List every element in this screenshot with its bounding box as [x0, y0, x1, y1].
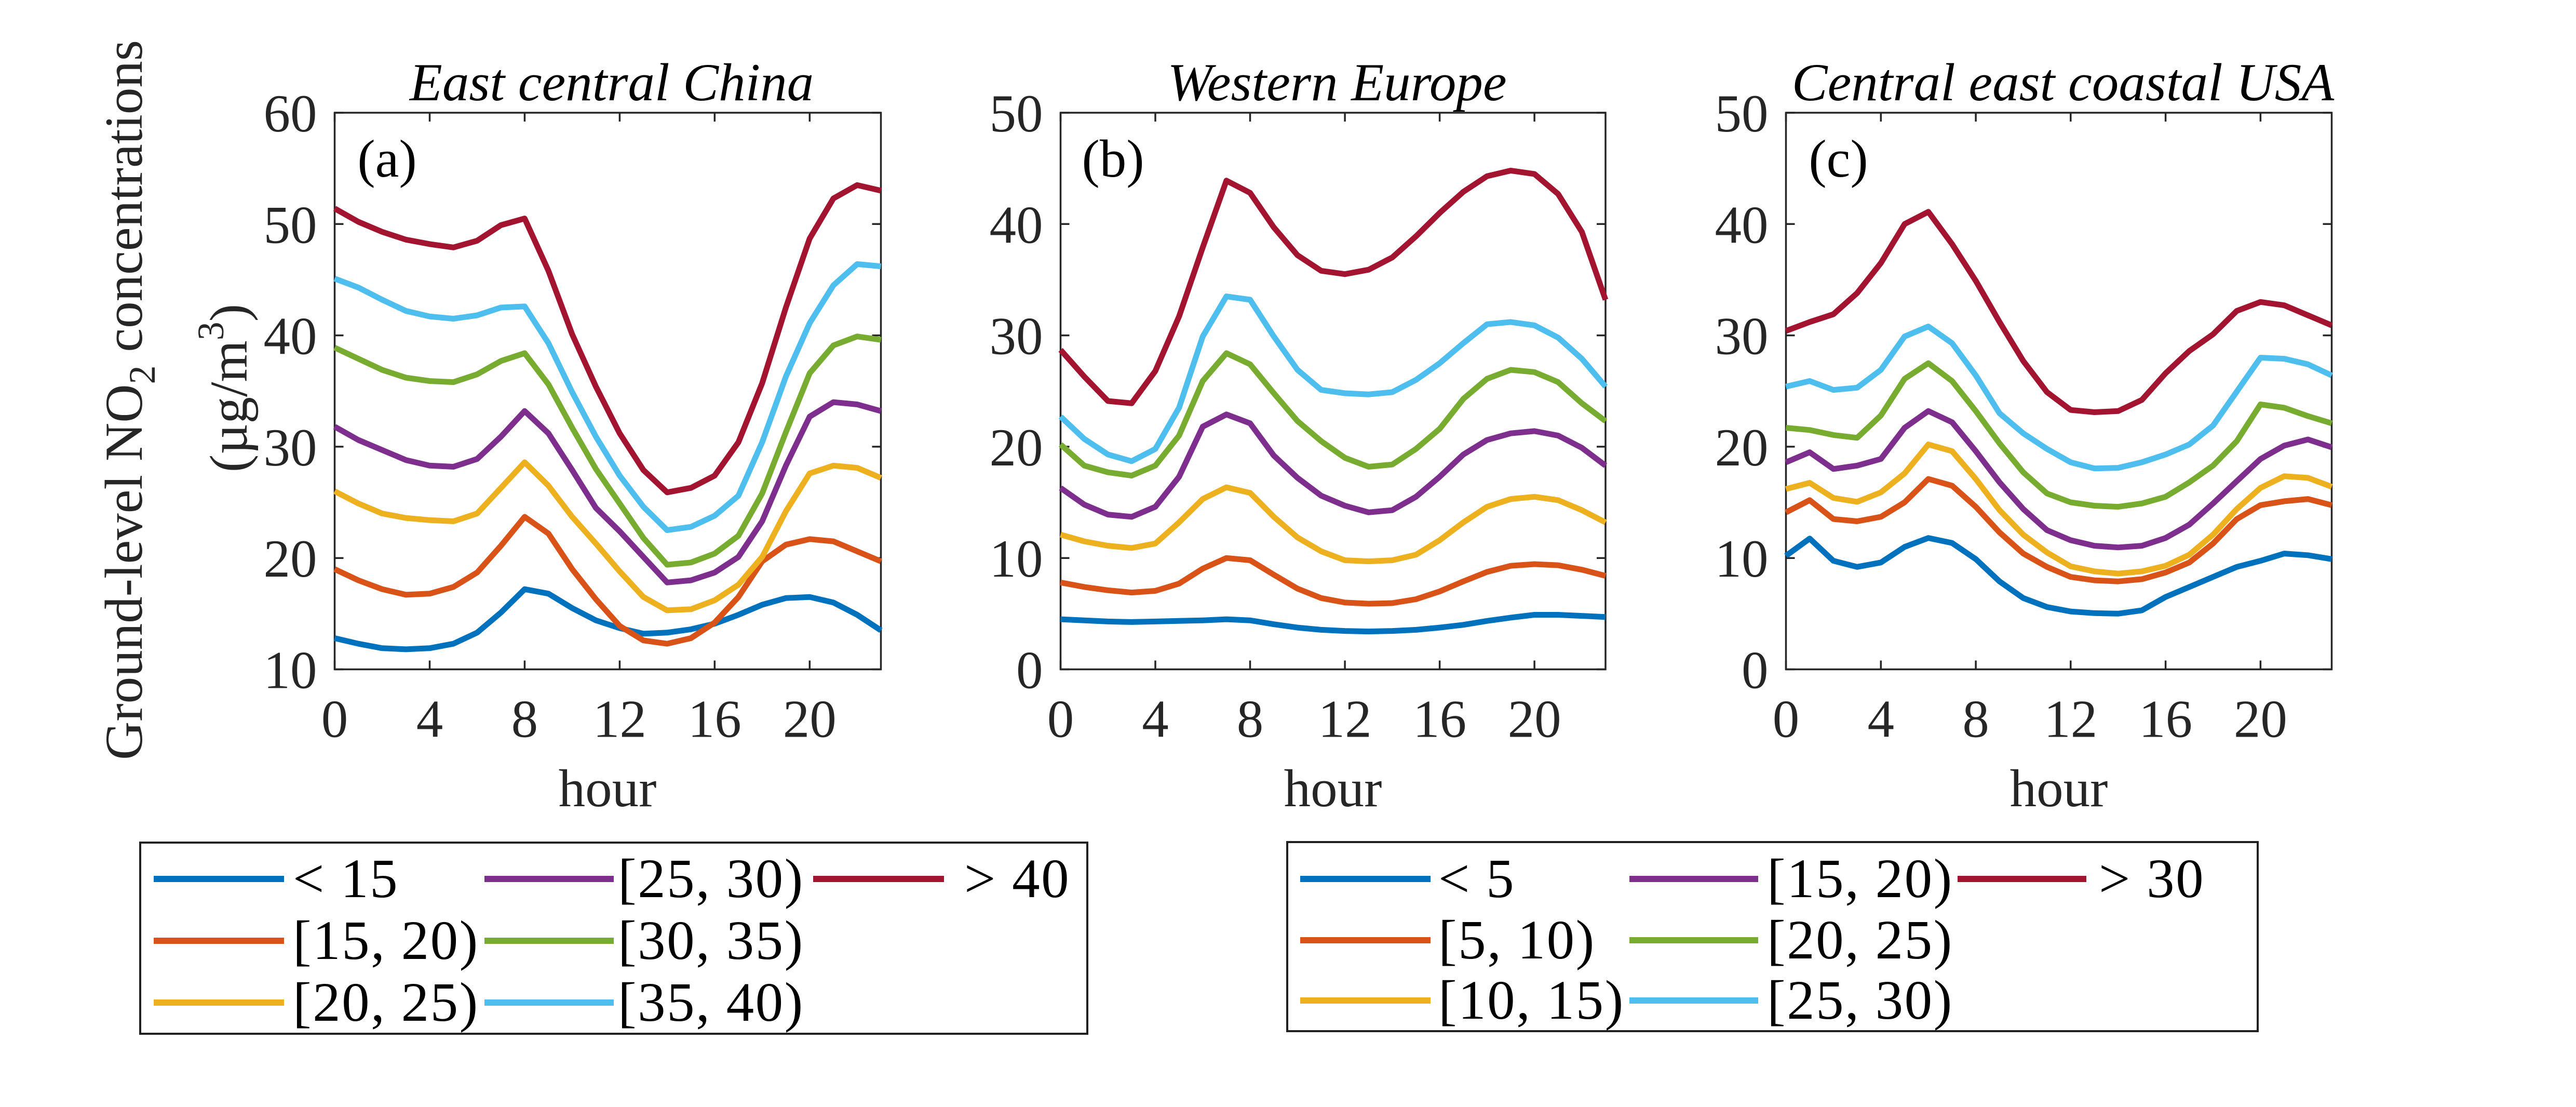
- svg-text:Central east coastal USA: Central east coastal USA: [1792, 53, 2335, 112]
- svg-text:[20, 25): [20, 25): [293, 972, 479, 1033]
- svg-text:(c): (c): [1809, 129, 1868, 189]
- svg-text:12: 12: [2044, 690, 2097, 749]
- svg-text:20: 20: [783, 690, 837, 749]
- svg-text:0: 0: [1742, 641, 1769, 700]
- svg-text:[25, 30): [25, 30): [1767, 970, 1953, 1031]
- svg-text:[5, 10): [5, 10): [1438, 910, 1596, 971]
- svg-text:30: 30: [1715, 307, 1769, 366]
- svg-text:20: 20: [2234, 690, 2287, 749]
- svg-text:0: 0: [321, 690, 348, 749]
- svg-text:4: 4: [416, 690, 443, 749]
- svg-text:East central China: East central China: [409, 53, 814, 112]
- svg-text:8: 8: [1962, 690, 1989, 749]
- svg-text:4: 4: [1868, 690, 1895, 749]
- svg-text:[25, 30): [25, 30): [618, 848, 804, 910]
- svg-text:[20, 25): [20, 25): [1767, 910, 1953, 971]
- svg-text:16: 16: [1413, 690, 1466, 749]
- svg-text:8: 8: [511, 690, 538, 749]
- svg-text:Ground-level NO2 concentration: Ground-level NO2 concentrations: [95, 40, 163, 760]
- svg-text:< 5: < 5: [1438, 848, 1515, 910]
- svg-text:30: 30: [264, 418, 317, 477]
- svg-text:[15, 20): [15, 20): [1767, 848, 1953, 910]
- svg-text:16: 16: [2139, 690, 2192, 749]
- svg-text:[35, 40): [35, 40): [618, 972, 804, 1033]
- svg-text:50: 50: [990, 84, 1043, 143]
- svg-text:20: 20: [1508, 690, 1561, 749]
- svg-text:8: 8: [1237, 690, 1264, 749]
- svg-text:20: 20: [264, 529, 317, 589]
- svg-text:20: 20: [1715, 418, 1769, 477]
- svg-text:10: 10: [990, 529, 1043, 589]
- svg-text:[30, 35): [30, 35): [618, 910, 804, 971]
- svg-text:4: 4: [1142, 690, 1169, 749]
- svg-text:hour: hour: [1284, 759, 1382, 818]
- svg-text:< 15: < 15: [293, 848, 399, 910]
- svg-text:40: 40: [264, 307, 317, 366]
- svg-text:10: 10: [264, 641, 317, 700]
- svg-text:10: 10: [1715, 529, 1769, 589]
- svg-text:16: 16: [688, 690, 741, 749]
- svg-text:(a): (a): [357, 129, 416, 189]
- svg-text:(b): (b): [1082, 129, 1144, 189]
- svg-text:hour: hour: [2010, 759, 2108, 818]
- svg-text:[10, 15): [10, 15): [1438, 970, 1625, 1031]
- svg-text:40: 40: [990, 195, 1043, 255]
- svg-text:Western Europe: Western Europe: [1167, 53, 1506, 112]
- svg-text:hour: hour: [559, 759, 657, 818]
- svg-text:20: 20: [990, 418, 1043, 477]
- svg-text:50: 50: [1715, 84, 1769, 143]
- svg-text:0: 0: [1047, 690, 1074, 749]
- svg-text:> 30: > 30: [2099, 848, 2205, 910]
- svg-text:0: 0: [1773, 690, 1800, 749]
- svg-text:40: 40: [1715, 195, 1769, 255]
- svg-text:12: 12: [593, 690, 646, 749]
- svg-text:60: 60: [264, 84, 317, 143]
- svg-text:> 40: > 40: [964, 848, 1070, 910]
- svg-text:50: 50: [264, 195, 317, 255]
- svg-text:12: 12: [1318, 690, 1372, 749]
- svg-text:0: 0: [1016, 641, 1043, 700]
- svg-text:[15, 20): [15, 20): [293, 910, 479, 971]
- svg-text:30: 30: [990, 307, 1043, 366]
